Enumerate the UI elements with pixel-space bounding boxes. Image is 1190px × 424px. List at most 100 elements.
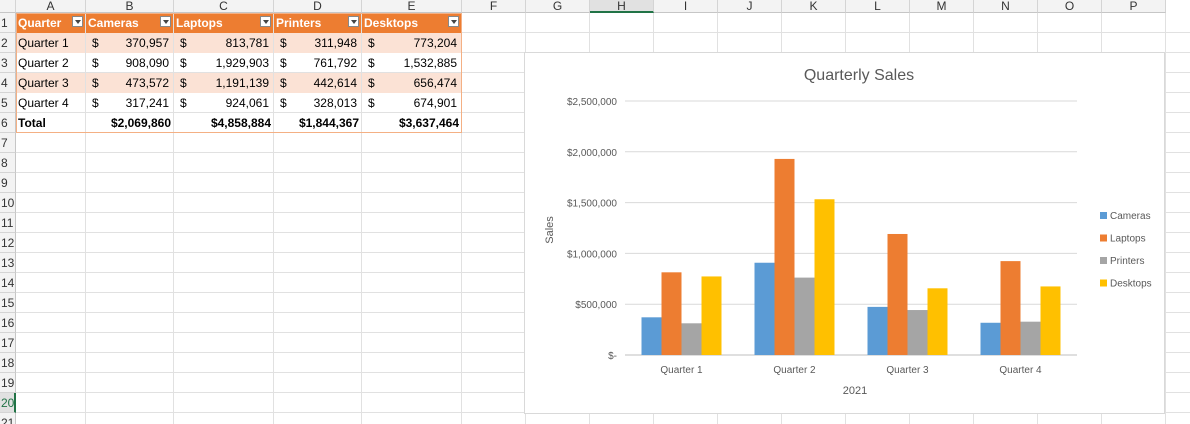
table-header-quarter[interactable]: Quarter — [16, 13, 85, 33]
value-cell[interactable]: $656,474 — [362, 73, 461, 93]
value-cell[interactable]: $370,957 — [86, 33, 173, 53]
total-label-cell[interactable]: Total — [18, 116, 46, 130]
value-cell[interactable]: $773,204 — [362, 33, 461, 53]
column-header-b[interactable]: B — [86, 0, 174, 13]
value-cell[interactable]: $328,013 — [274, 93, 361, 113]
row-header-18[interactable]: 18 — [0, 353, 16, 373]
value-cell[interactable]: $1,191,139 — [174, 73, 273, 93]
row-header-13[interactable]: 13 — [0, 253, 16, 273]
currency-symbol: $ — [180, 56, 187, 70]
row-header-21[interactable]: 21 — [0, 413, 16, 424]
bar-printers — [681, 323, 702, 355]
chart-title: Quarterly Sales — [804, 67, 914, 84]
table-header-laptops[interactable]: Laptops — [174, 13, 273, 33]
column-header-g[interactable]: G — [526, 0, 590, 13]
quarter-cell[interactable]: Quarter 3 — [16, 73, 85, 93]
value-cell[interactable]: $1,532,885 — [362, 53, 461, 73]
filter-dropdown-icon[interactable] — [260, 16, 271, 27]
filter-dropdown-icon[interactable] — [448, 16, 459, 27]
table-header-desktops[interactable]: Desktops — [362, 13, 461, 33]
quarter-cell[interactable]: Quarter 2 — [18, 56, 69, 70]
column-header-n[interactable]: N — [974, 0, 1038, 13]
column-header-k[interactable]: K — [782, 0, 846, 13]
total-cell[interactable]: $4,858,884 — [210, 116, 271, 130]
column-header-d[interactable]: D — [274, 0, 362, 13]
row-header-17[interactable]: 17 — [0, 333, 16, 353]
row-header-16[interactable]: 16 — [0, 313, 16, 333]
column-header-p[interactable]: P — [1102, 0, 1166, 13]
value-cell[interactable]: $761,792 — [274, 53, 361, 73]
select-all-corner[interactable] — [0, 0, 16, 13]
value-cell[interactable]: $473,572 — [86, 73, 173, 93]
row-header-11[interactable]: 11 — [0, 213, 16, 233]
value-text: 674,901 — [413, 96, 457, 110]
column-header-i[interactable]: I — [654, 0, 718, 13]
bar-laptops — [661, 272, 682, 355]
total-cell[interactable]: $1,844,367 — [298, 116, 359, 130]
bar-desktops — [814, 199, 835, 355]
total-cell[interactable]: $3,637,464 — [398, 116, 459, 130]
currency-symbol: $ — [180, 36, 187, 50]
row-header-7[interactable]: 7 — [0, 133, 16, 153]
y-tick-label: $2,500,000 — [567, 97, 617, 108]
value-text: 442,614 — [313, 76, 357, 90]
currency-symbol: $ — [92, 96, 99, 110]
value-text: 1,532,885 — [403, 56, 457, 70]
bar-desktops — [1040, 286, 1061, 355]
row-header-2[interactable]: 2 — [0, 33, 16, 53]
header-label: Printers — [276, 16, 322, 30]
y-tick-label: $1,500,000 — [567, 199, 617, 210]
y-tick-label: $2,000,000 — [567, 148, 617, 159]
row-header-20[interactable]: 20 — [0, 393, 16, 413]
value-cell[interactable]: $1,929,903 — [174, 53, 273, 73]
row-header-3[interactable]: 3 — [0, 53, 16, 73]
column-header-m[interactable]: M — [910, 0, 974, 13]
row-header-12[interactable]: 12 — [0, 233, 16, 253]
column-header-f[interactable]: F — [462, 0, 526, 13]
column-header-h[interactable]: H — [590, 0, 654, 13]
row-header-6[interactable]: 6 — [0, 113, 16, 133]
value-text: 1,929,903 — [215, 56, 269, 70]
row-header-1[interactable]: 1 — [0, 13, 16, 33]
table-header-printers[interactable]: Printers — [274, 13, 361, 33]
row-header-15[interactable]: 15 — [0, 293, 16, 313]
legend-item: Laptops — [1110, 234, 1146, 245]
column-header-l[interactable]: L — [846, 0, 910, 13]
row-header-10[interactable]: 10 — [0, 193, 16, 213]
row-header-9[interactable]: 9 — [0, 173, 16, 193]
quarter-cell[interactable]: Quarter 1 — [16, 33, 85, 53]
bar-desktops — [927, 288, 948, 355]
legend-swatch — [1100, 212, 1107, 219]
total-cell[interactable]: $2,069,860 — [110, 116, 171, 130]
value-cell[interactable]: $311,948 — [274, 33, 361, 53]
table-header-cameras[interactable]: Cameras — [86, 13, 173, 33]
filter-dropdown-icon[interactable] — [72, 16, 83, 27]
bar-cameras — [641, 317, 662, 355]
legend-item: Cameras — [1110, 211, 1151, 222]
column-header-e[interactable]: E — [362, 0, 462, 13]
column-header-j[interactable]: J — [718, 0, 782, 13]
row-header-4[interactable]: 4 — [0, 73, 16, 93]
gridline — [85, 13, 86, 424]
value-cell[interactable]: $674,901 — [362, 93, 461, 113]
column-header-a[interactable]: A — [16, 0, 86, 13]
quarter-cell[interactable]: Quarter 4 — [18, 96, 69, 110]
column-header-o[interactable]: O — [1038, 0, 1102, 13]
y-tick-label: $1,000,000 — [567, 249, 617, 260]
header-label: Laptops — [176, 16, 223, 30]
row-header-19[interactable]: 19 — [0, 373, 16, 393]
column-header-c[interactable]: C — [174, 0, 274, 13]
value-cell[interactable]: $442,614 — [274, 73, 361, 93]
filter-dropdown-icon[interactable] — [160, 16, 171, 27]
row-header-5[interactable]: 5 — [0, 93, 16, 113]
value-cell[interactable]: $813,781 — [174, 33, 273, 53]
bar-printers — [794, 277, 815, 355]
row-header-8[interactable]: 8 — [0, 153, 16, 173]
value-text: 370,957 — [125, 36, 169, 50]
value-cell[interactable]: $924,061 — [174, 93, 273, 113]
value-cell[interactable]: $317,241 — [86, 93, 173, 113]
row-header-14[interactable]: 14 — [0, 273, 16, 293]
value-cell[interactable]: $908,090 — [86, 53, 173, 73]
chart[interactable]: Quarterly Sales Sales 2021 $- $500,000 $1,… — [524, 52, 1165, 414]
filter-dropdown-icon[interactable] — [348, 16, 359, 27]
